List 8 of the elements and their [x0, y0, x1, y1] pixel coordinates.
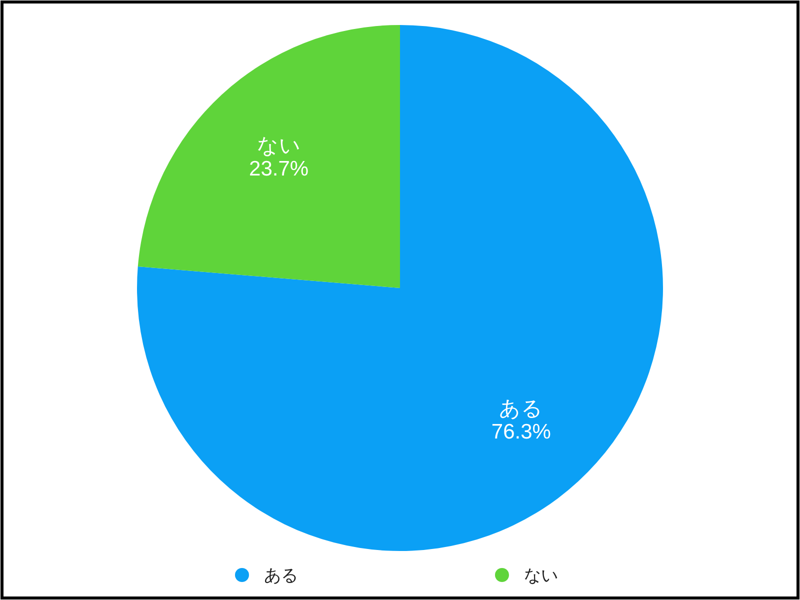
- slice-label: ある: [499, 397, 544, 420]
- data-label: 76.3%: [491, 420, 551, 444]
- slice-label: ない: [256, 134, 301, 158]
- pie-slice: [137, 25, 663, 551]
- pie-slice: [138, 25, 400, 288]
- data-label: 23.7%: [249, 157, 309, 180]
- legend-label: ない: [524, 566, 558, 585]
- legend-label: ある: [264, 566, 298, 585]
